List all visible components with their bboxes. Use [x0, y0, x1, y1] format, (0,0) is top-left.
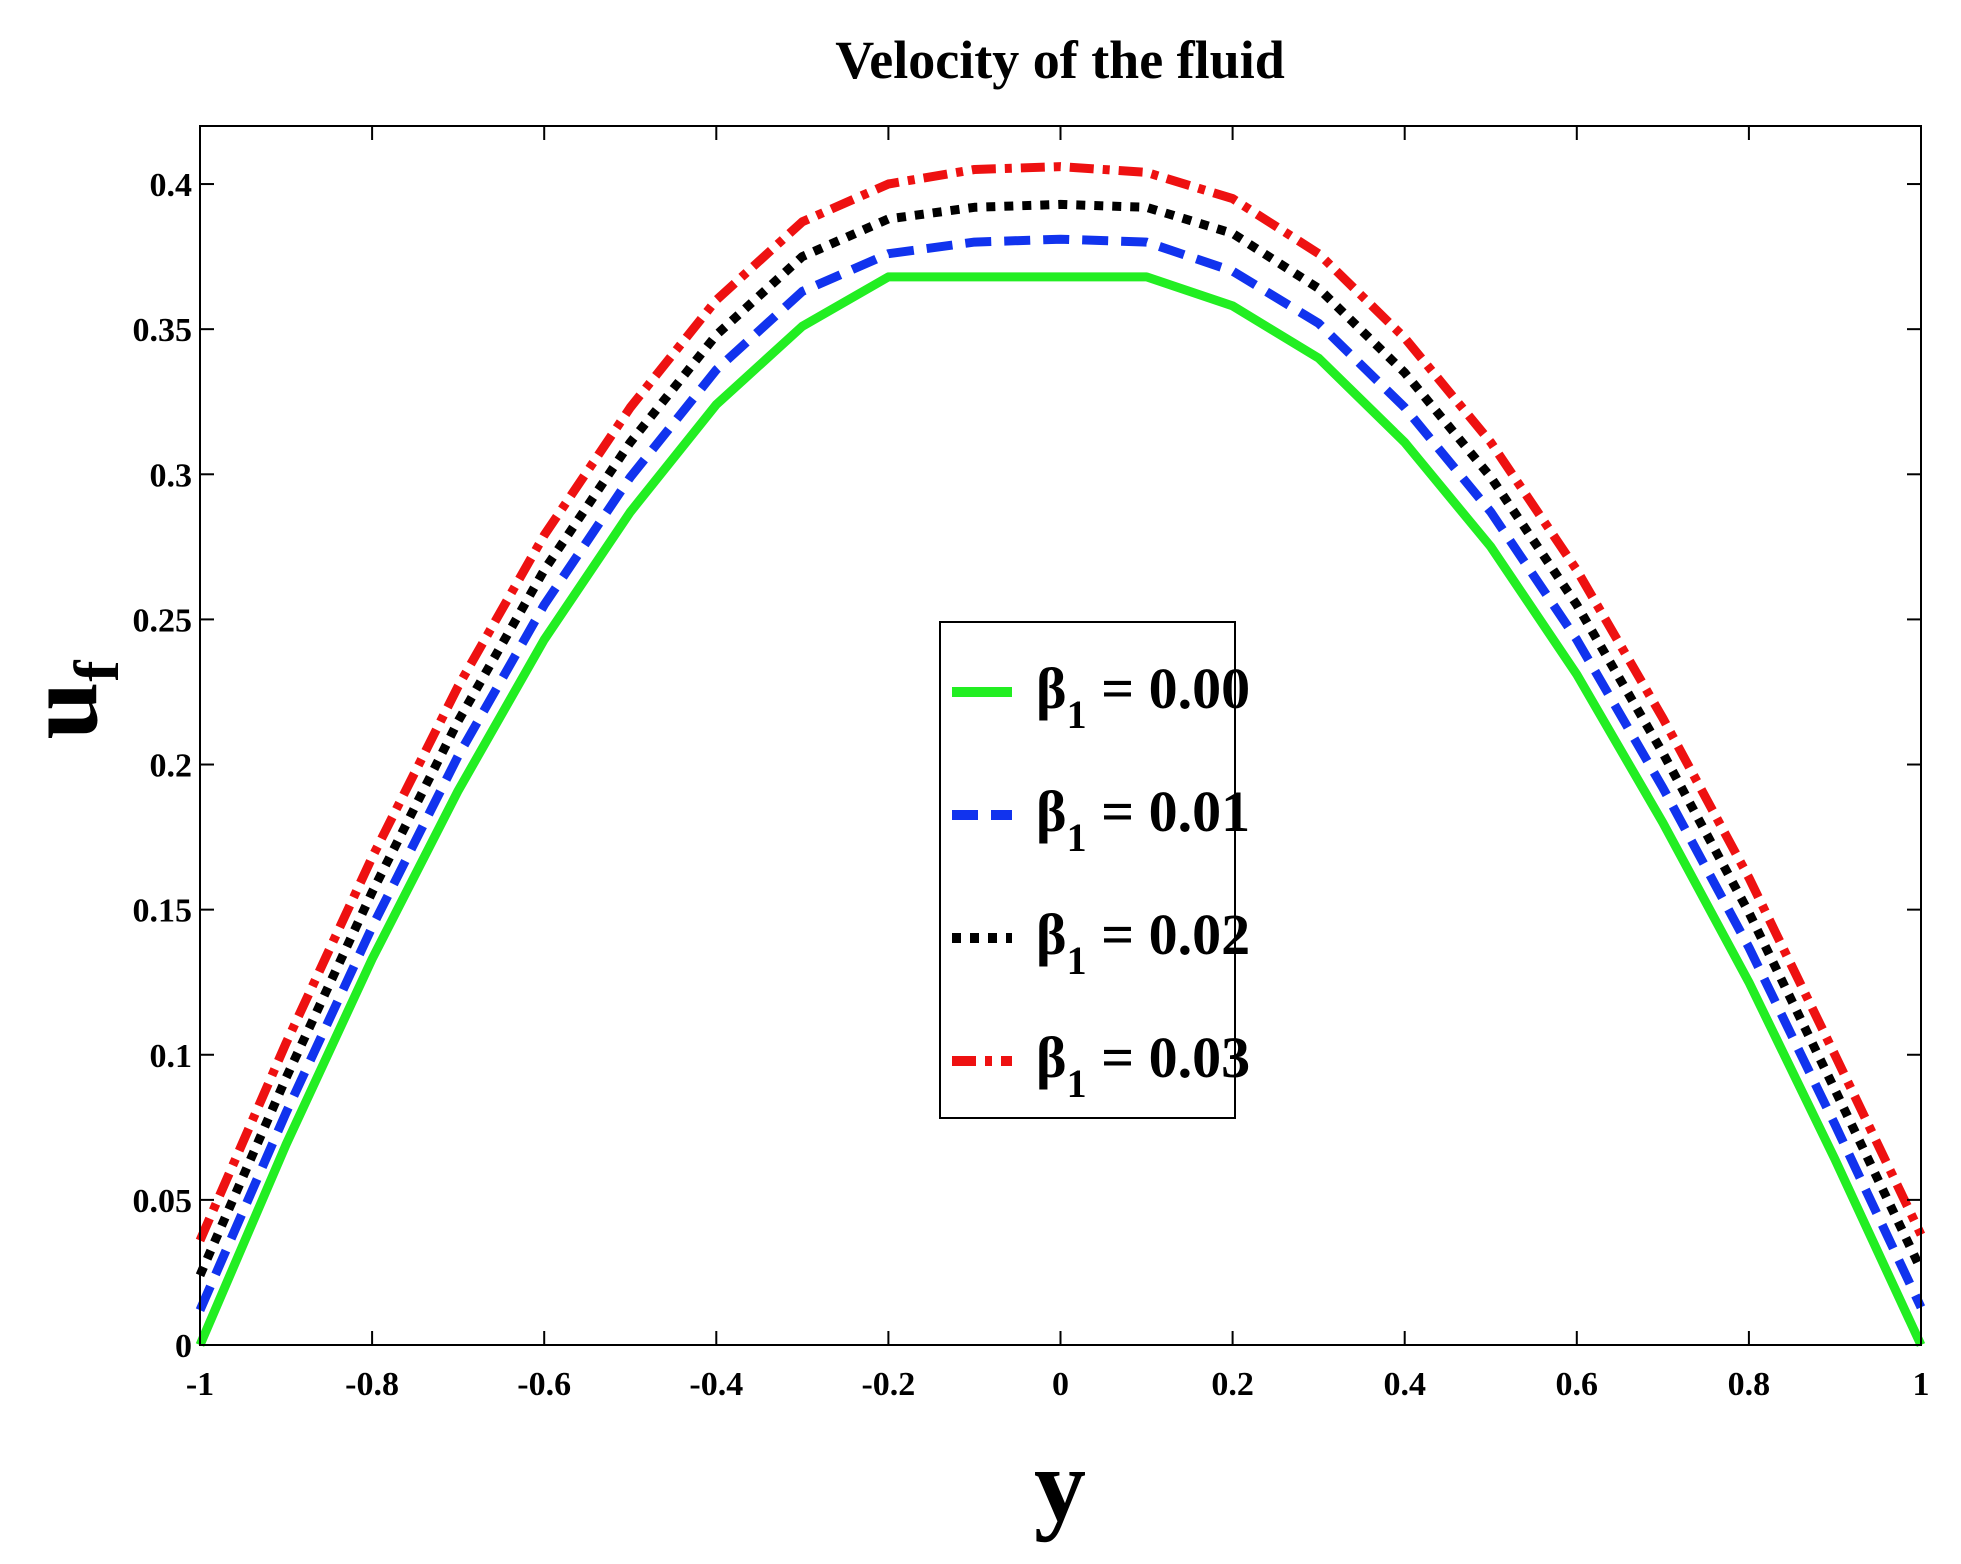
legend-label-2: β1 = 0.02 — [1036, 902, 1250, 983]
legend-label-1: β1 = 0.01 — [1036, 779, 1250, 860]
y-tick-label: 0.1 — [150, 1038, 193, 1075]
x-tick-label: 0.6 — [1556, 1366, 1599, 1403]
plot-area: -1 -0.8 -0.6 -0.4 -0.2 0 0.2 0.4 0.6 0.8 1 0 0.05 0.1… — [133, 125, 1930, 1403]
legend-value: = 0.02 — [1087, 902, 1251, 967]
chart-title: Velocity of the fluid — [835, 30, 1284, 90]
y-tick-label: 0 — [175, 1328, 192, 1365]
legend-value: = 0.00 — [1087, 656, 1251, 721]
x-tick-label: -0.8 — [345, 1366, 399, 1403]
legend-label-3: β1 = 0.03 — [1036, 1025, 1250, 1106]
y-axis-label: uf — [4, 660, 132, 740]
x-tick-label: -0.4 — [689, 1366, 743, 1403]
x-tick-label: 0.4 — [1383, 1366, 1426, 1403]
legend-box — [939, 621, 1236, 1119]
series-line-0 — [195, 272, 1926, 1347]
legend-value: = 0.01 — [1087, 779, 1251, 844]
legend-subscript: 1 — [1067, 815, 1087, 860]
x-tick-label: 0 — [1052, 1366, 1069, 1403]
y-tick-label: 0.15 — [133, 893, 193, 930]
x-axis-label: y — [1034, 1428, 1086, 1543]
y-tick-label: 0.4 — [150, 167, 193, 204]
x-tick-label: -1 — [186, 1366, 214, 1403]
series-line-3 — [195, 162, 1926, 1243]
legend-symbol: β — [1036, 656, 1067, 721]
x-tick-label: 0.8 — [1728, 1366, 1771, 1403]
x-tick-label: -0.2 — [861, 1366, 915, 1403]
legend-subscript: 1 — [1067, 692, 1087, 737]
y-axis-label-group: uf — [4, 660, 132, 740]
y-axis-label-main: u — [4, 682, 119, 740]
legend-label-0: β1 = 0.00 — [1036, 656, 1250, 737]
x-tick-label: 1 — [1913, 1366, 1930, 1403]
y-tick-label: 0.05 — [133, 1183, 193, 1220]
x-tick-label: 0.2 — [1211, 1366, 1254, 1403]
legend-symbol: β — [1036, 779, 1067, 844]
series-line-2 — [195, 199, 1926, 1278]
legend-subscript: 1 — [1067, 1061, 1087, 1106]
legend-symbol: β — [1036, 902, 1067, 967]
y-axis-label-subscript: f — [61, 660, 132, 682]
legend-symbol: β — [1036, 1025, 1067, 1090]
y-tick-label: 0.35 — [133, 312, 193, 349]
y-tick-label: 0.25 — [133, 602, 193, 639]
y-tick-label: 0.2 — [150, 748, 193, 785]
y-tick-label: 0.3 — [150, 457, 193, 494]
series-line-1 — [195, 234, 1926, 1312]
legend-subscript: 1 — [1067, 938, 1087, 983]
x-tick-label: -0.6 — [517, 1366, 571, 1403]
legend-value: = 0.03 — [1087, 1025, 1251, 1090]
